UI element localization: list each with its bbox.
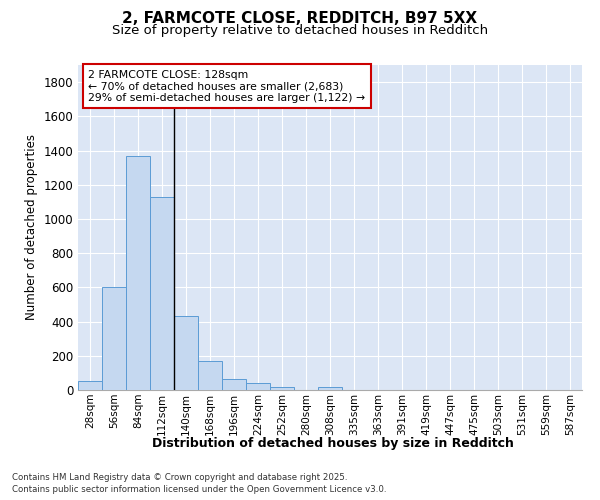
Bar [150, 196, 174, 390]
Text: 2, FARMCOTE CLOSE, REDDITCH, B97 5XX: 2, FARMCOTE CLOSE, REDDITCH, B97 5XX [122, 11, 478, 26]
Text: Distribution of detached houses by size in Redditch: Distribution of detached houses by size … [152, 438, 514, 450]
Text: 2 FARMCOTE CLOSE: 128sqm
← 70% of detached houses are smaller (2,683)
29% of sem: 2 FARMCOTE CLOSE: 128sqm ← 70% of detach… [88, 70, 365, 103]
Bar [126, 156, 150, 390]
Bar [246, 383, 270, 390]
Bar [222, 379, 246, 390]
Text: Contains public sector information licensed under the Open Government Licence v3: Contains public sector information licen… [12, 485, 386, 494]
Y-axis label: Number of detached properties: Number of detached properties [25, 134, 38, 320]
Bar [174, 316, 198, 390]
Text: Contains HM Land Registry data © Crown copyright and database right 2025.: Contains HM Land Registry data © Crown c… [12, 472, 347, 482]
Bar [102, 288, 126, 390]
Bar [318, 388, 342, 390]
Bar [198, 361, 222, 390]
Bar [78, 382, 102, 390]
Text: Size of property relative to detached houses in Redditch: Size of property relative to detached ho… [112, 24, 488, 37]
Bar [270, 388, 294, 390]
